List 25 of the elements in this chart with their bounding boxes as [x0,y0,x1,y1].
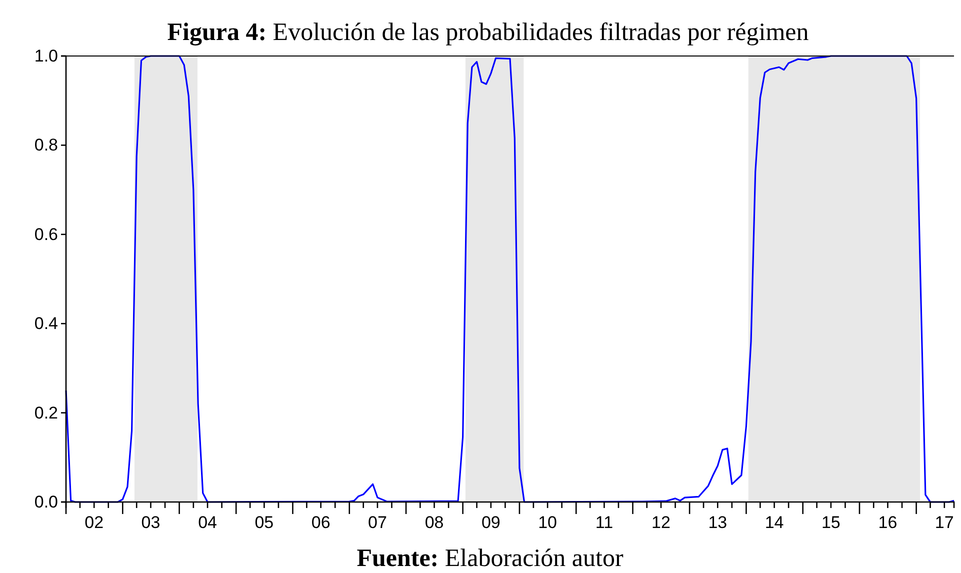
source-note: Fuente: Elaboración autor [356,545,624,572]
x-tick-label: 09 [481,513,500,532]
x-tick-label: 03 [141,513,160,532]
x-tick-label: 04 [198,513,217,532]
x-tick-label: 14 [764,513,784,532]
chart-title: Figura 4: Evolución de las probabilidades filtradas por régimen [167,19,810,46]
y-tick-label: 0.4 [34,314,58,334]
x-tick-label: 06 [311,513,330,532]
x-tick-label: 10 [538,513,558,532]
y-tick-label: 0.2 [34,403,58,422]
y-tick-label: 0.8 [34,136,58,155]
x-tick-label: 17 [934,513,954,532]
x-tick-label: 07 [368,513,387,532]
y-tick-label: 0.0 [34,492,58,512]
x-tick-label: 15 [821,513,840,532]
x-tick-label: 12 [652,513,670,532]
x-tick-label: 11 [595,513,614,532]
x-tick-label: 02 [84,513,104,532]
y-tick-label: 1.0 [34,46,58,66]
line-series [65,55,955,503]
y-tick-label: 0.6 [34,224,58,244]
x-tick-label: 16 [878,513,898,532]
x-tick-label: 08 [424,513,444,532]
x-tick-label: 13 [708,513,728,532]
x-tick-label: 05 [254,513,274,532]
